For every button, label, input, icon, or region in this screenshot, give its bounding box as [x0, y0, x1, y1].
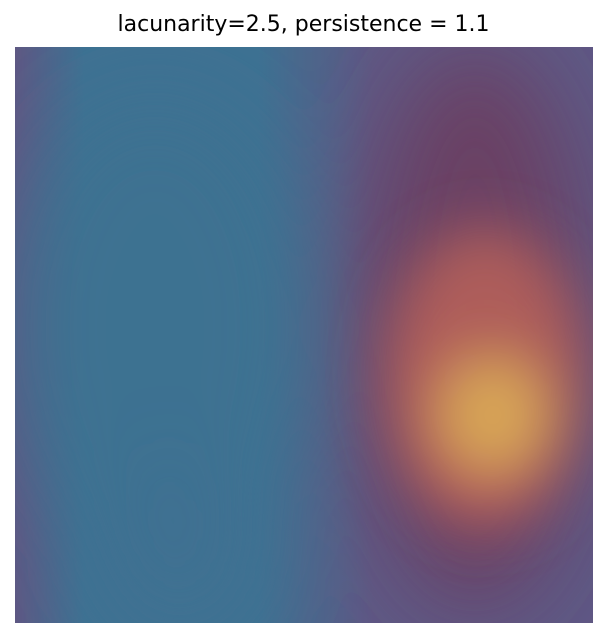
heatmap-image	[15, 47, 593, 623]
chart-title: lacunarity=2.5, persistence = 1.1	[117, 12, 490, 37]
heatmap-region-blue-left	[15, 97, 305, 557]
heatmap-region-hot-core	[438, 357, 548, 473]
heatmap-plot-area	[15, 47, 593, 623]
heatmap-region-blue-bottom	[95, 467, 265, 623]
